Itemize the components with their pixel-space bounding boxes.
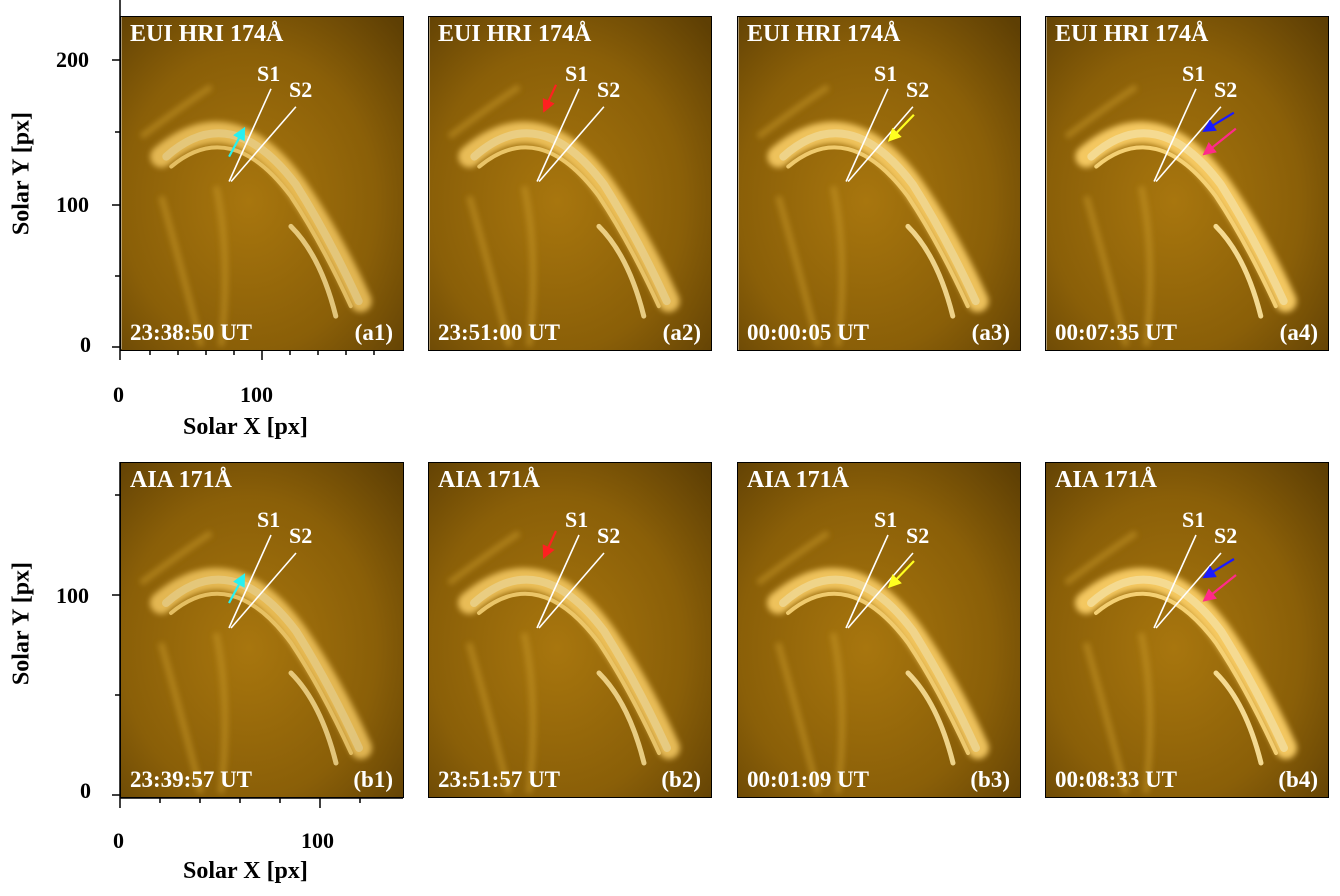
y-tick-label: 100	[56, 192, 89, 217]
instrument-label: EUI HRI 174Å	[130, 21, 284, 47]
timestamp-label: 00:07:35 UT	[1055, 320, 1178, 345]
strand-label-s1: S1	[1182, 61, 1206, 86]
strand-label-s2: S2	[289, 77, 313, 102]
instrument-label: EUI HRI 174Å	[438, 21, 592, 47]
solar-loop-image	[429, 17, 711, 350]
instrument-label: AIA 171Å	[438, 467, 541, 493]
red-arrow-icon	[542, 530, 557, 559]
timestamp-label: 00:00:05 UT	[747, 320, 870, 345]
instrument-label: EUI HRI 174Å	[747, 21, 901, 47]
y-tick-label: 200	[56, 47, 89, 72]
magenta-arrow-icon	[1202, 127, 1237, 156]
y-tick-label: 0	[80, 332, 91, 357]
timestamp-label: 00:08:33 UT	[1055, 767, 1178, 792]
y-tick-label: 0	[80, 778, 91, 803]
image-panel: AIA 171Å S1 S2 00:08:33 UT (b4)	[1045, 462, 1329, 798]
blue-arrow-icon	[1202, 111, 1235, 132]
timestamp-label: 00:01:09 UT	[747, 767, 870, 792]
cyan-arrow-icon	[228, 126, 246, 158]
yellow-arrow-icon	[887, 560, 915, 589]
strand-label-s1: S1	[565, 507, 589, 532]
timestamp-label: 23:39:57 UT	[130, 767, 253, 792]
strand-label-s1: S1	[257, 61, 281, 86]
x-tick-label: 0	[113, 382, 124, 407]
strand-label-s2: S2	[289, 523, 313, 548]
timestamp-label: 23:38:50 UT	[130, 320, 253, 345]
red-arrow-icon	[542, 84, 558, 113]
x-axis-title: Solar X [px]	[183, 858, 308, 884]
solar-loop-image	[738, 463, 1020, 797]
timestamp-label: 23:51:57 UT	[438, 767, 561, 792]
image-panel: AIA 171Å S1 S2 00:01:09 UT (b3)	[737, 462, 1021, 798]
y-tick-label: 100	[56, 583, 89, 608]
instrument-label: AIA 171Å	[747, 467, 850, 493]
strand-label-s1: S1	[257, 507, 281, 532]
panel-label: (a4)	[1279, 320, 1318, 345]
strand-label-s2: S2	[906, 77, 930, 102]
solar-loop-image	[429, 463, 711, 797]
blue-arrow-icon	[1202, 558, 1235, 579]
panel-label: (a3)	[971, 320, 1010, 345]
solar-loop-image	[1046, 463, 1328, 797]
image-panel: EUI HRI 174Å S1 S2 23:38:50 UT (a1)	[120, 16, 404, 351]
strand-label-s1: S1	[874, 61, 898, 86]
x-tick-label: 0	[113, 828, 124, 853]
image-panel: AIA 171Å S1 S2 23:51:57 UT (b2)	[428, 462, 712, 798]
panel-label: (a1)	[354, 320, 393, 345]
strand-label-s2: S2	[1214, 77, 1238, 102]
panel-label: (b4)	[1278, 767, 1318, 792]
solar-loop-image	[1046, 17, 1328, 350]
solar-loop-image	[121, 463, 403, 797]
image-panel: EUI HRI 174Å S1 S2 00:07:35 UT (a4)	[1045, 16, 1329, 351]
cyan-arrow-icon	[228, 573, 246, 604]
instrument-label: AIA 171Å	[1055, 467, 1158, 493]
panel-label: (b2)	[661, 767, 701, 792]
image-panel: EUI HRI 174Å S1 S2 23:51:00 UT (a2)	[428, 16, 712, 351]
panel-label: (b3)	[970, 767, 1010, 792]
solar-loop-image	[738, 17, 1020, 350]
y-axis-title: Solar Y [px]	[8, 111, 35, 236]
x-tick-label: 100	[240, 382, 273, 407]
x-tick-label: 100	[301, 828, 334, 853]
x-axis-title: Solar X [px]	[183, 414, 308, 440]
panel-label: (b1)	[353, 767, 393, 792]
yellow-arrow-icon	[887, 113, 915, 142]
y-axis-title: Solar Y [px]	[8, 561, 35, 686]
instrument-label: EUI HRI 174Å	[1055, 21, 1209, 47]
timestamp-label: 23:51:00 UT	[438, 320, 561, 345]
strand-label-s2: S2	[906, 523, 930, 548]
strand-label-s1: S1	[565, 61, 589, 86]
strand-label-s2: S2	[597, 523, 621, 548]
panel-label: (a2)	[662, 320, 701, 345]
strand-label-s1: S1	[874, 507, 898, 532]
image-panel: AIA 171Å S1 S2 23:39:57 UT (b1)	[120, 462, 404, 798]
solar-loop-image	[121, 17, 403, 350]
strand-label-s1: S1	[1182, 507, 1206, 532]
strand-label-s2: S2	[1214, 523, 1238, 548]
instrument-label: AIA 171Å	[130, 467, 233, 493]
magenta-arrow-icon	[1202, 574, 1237, 602]
image-panel: EUI HRI 174Å S1 S2 00:00:05 UT (a3)	[737, 16, 1021, 351]
strand-label-s2: S2	[597, 77, 621, 102]
